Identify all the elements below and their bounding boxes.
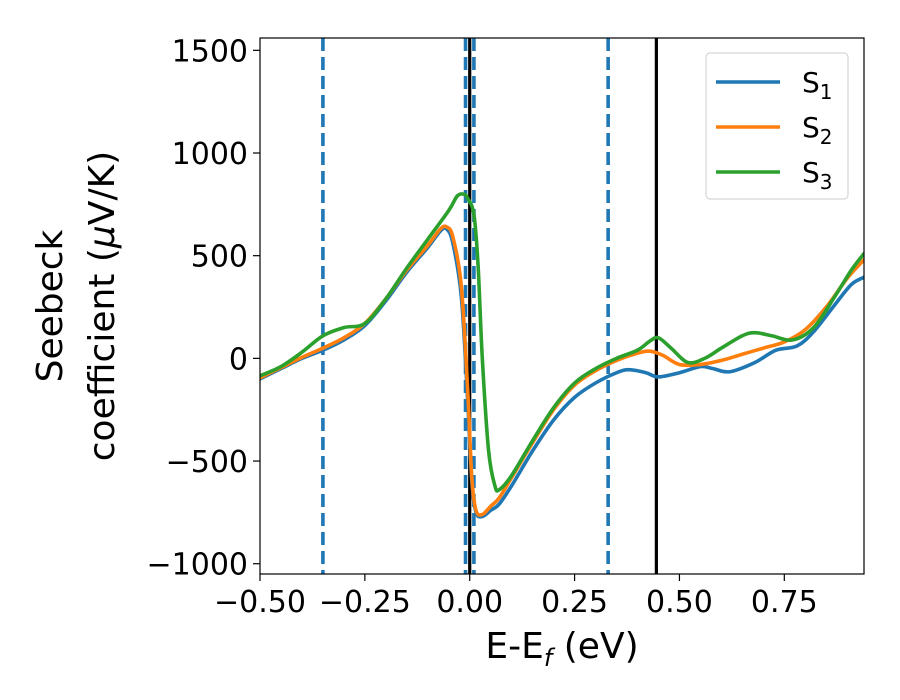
plot-frame [259,37,865,575]
y-tick-label-2: 0 [229,342,248,377]
x-axis-title-unit: (eV) [552,626,638,667]
legend: S1 S2 S3 [705,52,849,200]
y-tick-label-4: 1000 [172,137,248,172]
y-tick-label-0: −1000 [147,548,248,583]
y-axis-title: Seebeck coefficient (μV/K) [30,151,123,461]
x-axis-title: E-Ef (eV) [485,626,638,672]
y-axis-title-prefix: coefficient ( [82,248,123,461]
x-axis-title-main: E-E [485,626,543,667]
y-axis-title-mu: μ [82,225,123,249]
y-axis-ticks: −1000 −500 0 500 1000 1500 [147,34,260,583]
x-tick-label-4: 0.50 [646,585,713,620]
y-axis-title-line2: coefficient (μV/K) [82,151,123,461]
x-tick-label-1: −0.25 [319,585,411,620]
y-tick-label-1: −500 [166,445,248,480]
series-line-s3 [260,192,864,493]
x-axis-ticks: −0.50 −0.25 0.00 0.25 0.50 0.75 [214,574,818,620]
y-axis-title-line1: Seebeck [30,229,71,382]
y-tick-label-3: 500 [191,240,248,275]
series-layer [260,192,864,519]
x-tick-label-3: 0.25 [541,585,608,620]
x-tick-label-2: 0.00 [436,585,503,620]
x-tick-label-0: −0.50 [214,585,306,620]
y-tick-label-5: 1500 [172,34,248,69]
legend-label-s1: S1 [802,66,833,104]
y-axis-title-unit: V/K) [82,151,123,225]
legend-label-s2: S2 [802,111,833,149]
legend-label-s3: S3 [802,156,833,194]
x-tick-label-5: 0.75 [751,585,818,620]
vertical-reference-lines [321,38,658,574]
